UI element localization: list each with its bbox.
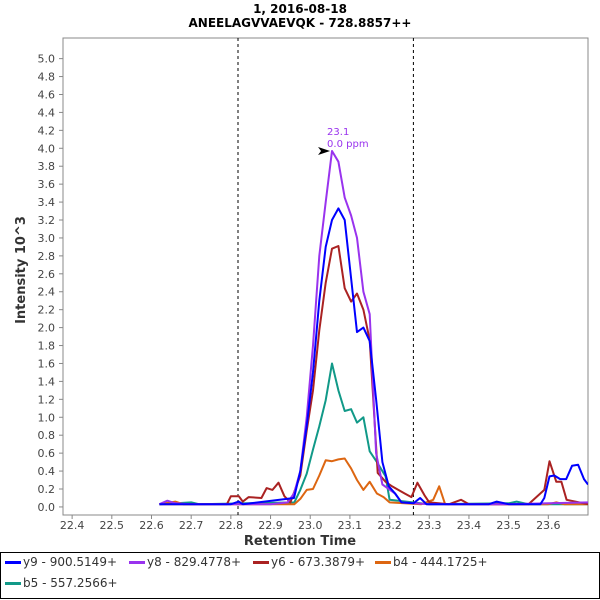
legend-label: b5 - 557.2566+ — [23, 576, 118, 590]
y-tick-label: 1.4 — [38, 375, 56, 388]
legend-swatch — [253, 560, 269, 564]
y-tick-label: 1.0 — [38, 411, 56, 424]
y-tick-label: 0.2 — [38, 483, 56, 496]
y-tick-label: 3.0 — [38, 232, 56, 245]
y-tick-label: 3.8 — [38, 160, 56, 173]
legend-label: b4 - 444.1725+ — [393, 555, 488, 569]
y-tick-label: 4.4 — [38, 106, 56, 119]
y-tick-label: 2.8 — [38, 250, 56, 263]
series-line-y9 — [159, 207, 588, 506]
y-tick-label: 2.0 — [38, 322, 56, 335]
y-tick-label: 5.0 — [38, 53, 56, 66]
legend-swatch — [129, 560, 145, 564]
legend-item: y6 - 673.3879+ — [253, 555, 365, 569]
integration-bounds — [237, 38, 414, 515]
legend-label: y9 - 900.5149+ — [23, 555, 118, 569]
y-tick-label: 2.2 — [38, 304, 56, 317]
y-tick-label: 1.8 — [38, 340, 56, 353]
y-axis: 0.0 0.2 0.4 0.6 0.8 1.0 1.2 1.4 1.6 1.8 2.0 2.2 2.4 2… — [38, 53, 63, 514]
legend-label: y6 - 673.3879+ — [271, 555, 366, 569]
chromatogram-chart: 1, 2016-08-18 ANEELAGVVAEVQK - 728.8857+… — [14, 2, 589, 549]
peak-annotation: 23.1 0.0 ppm — [318, 127, 369, 155]
peak-rt-label: 23.1 — [327, 127, 349, 138]
legend-label: y8 - 829.4778+ — [147, 555, 242, 569]
y-tick-label: 3.2 — [38, 214, 56, 227]
x-tick-label: 23.0 — [298, 519, 323, 532]
x-tick-label: 23.1 — [338, 519, 363, 532]
legend-swatch — [5, 581, 21, 585]
y-tick-label: 1.2 — [38, 393, 56, 406]
peak-ppm-label: 0.0 ppm — [327, 139, 369, 150]
x-tick-label: 23.5 — [496, 519, 521, 532]
x-tick-label: 23.6 — [536, 519, 561, 532]
y-tick-label: 1.6 — [38, 357, 56, 370]
x-tick-label: 23.4 — [457, 519, 482, 532]
x-tick-label: 22.9 — [258, 519, 283, 532]
peak-arrow-icon — [318, 146, 331, 155]
legend-item: y9 - 900.5149+ — [5, 555, 117, 569]
series-line-b4 — [159, 457, 588, 506]
x-axis-label: Retention Time — [244, 534, 356, 549]
y-axis-label: Intensity 10^3 — [14, 216, 29, 324]
legend-swatch — [375, 560, 391, 564]
y-tick-label: 0.6 — [38, 447, 56, 460]
x-tick-label: 23.3 — [417, 519, 442, 532]
y-tick-label: 4.8 — [38, 71, 56, 84]
y-tick-label: 3.6 — [38, 178, 56, 191]
legend-item: b5 - 557.2566+ — [5, 576, 118, 590]
series-group — [158, 150, 588, 506]
y-tick-label: 0.4 — [38, 465, 56, 478]
x-tick-label: 22.7 — [179, 519, 204, 532]
x-tick-label: 22.4 — [60, 519, 85, 532]
legend-item: y8 - 829.4778+ — [129, 555, 241, 569]
y-tick-label: 2.6 — [38, 268, 56, 281]
y-tick-label: 2.4 — [38, 286, 56, 299]
y-tick-label: 4.6 — [38, 88, 56, 101]
plot-area — [62, 37, 589, 516]
chart-subtitle: ANEELAGVVAEVQK - 728.8857++ — [189, 16, 412, 30]
x-tick-label: 22.6 — [139, 519, 164, 532]
x-tick-label: 22.5 — [100, 519, 125, 532]
y-tick-label: 4.2 — [38, 124, 56, 137]
legend-swatch — [5, 560, 21, 564]
y-tick-label: 0.0 — [38, 501, 56, 514]
x-tick-label: 22.8 — [219, 519, 244, 532]
legend: y9 - 900.5149+ y8 - 829.4778+ y6 - 673.387… — [0, 552, 600, 599]
y-tick-label: 0.8 — [38, 429, 56, 442]
y-tick-label: 4.0 — [38, 142, 56, 155]
y-tick-label: 3.4 — [38, 196, 56, 209]
x-axis: 22.4 22.5 22.6 22.7 22.8 22.9 23.0 23.1 23.2 23.3… — [60, 515, 561, 532]
x-tick-label: 23.2 — [377, 519, 402, 532]
legend-item: b4 - 444.1725+ — [375, 555, 488, 569]
chart-title: 1, 2016-08-18 — [253, 2, 347, 16]
